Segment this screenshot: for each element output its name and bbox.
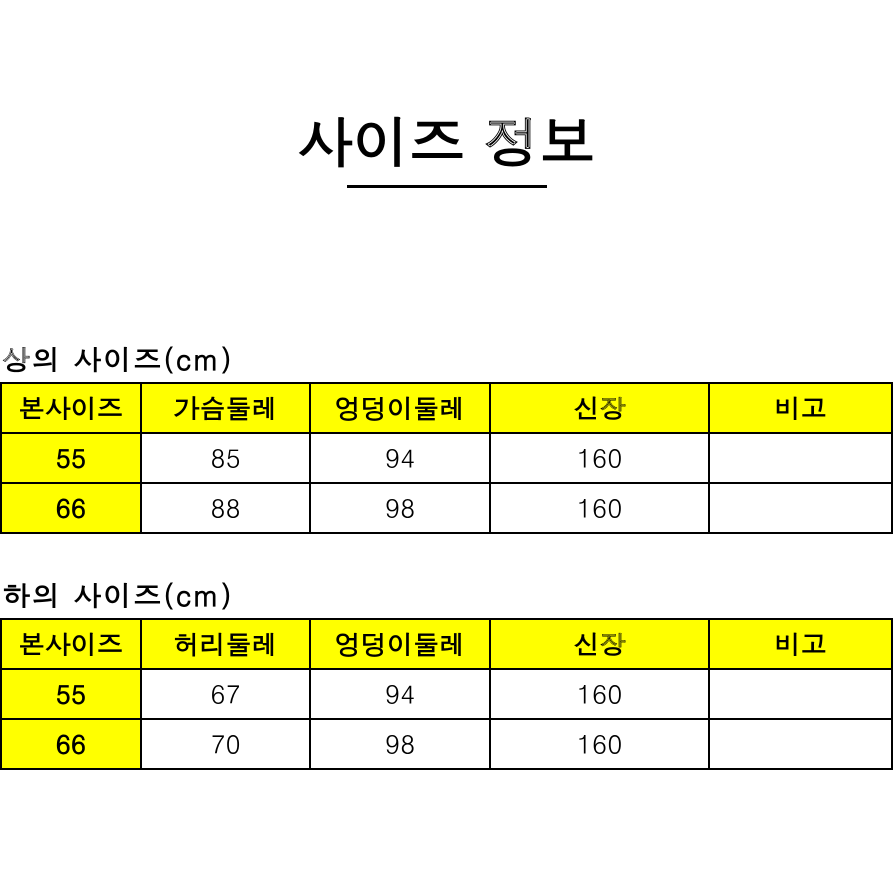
cell-size: 55 — [1, 669, 141, 719]
cell-waist: 70 — [141, 719, 311, 769]
cell-note — [709, 483, 892, 533]
cell-height: 160 — [490, 669, 710, 719]
table-row: 66 88 98 160 — [1, 483, 892, 533]
cell-note — [709, 669, 892, 719]
cell-size: 55 — [1, 433, 141, 483]
bottom-size-label: 하의 사이즈(cm) — [0, 574, 893, 614]
col-header-size: 본사이즈 — [1, 619, 141, 669]
bottom-size-table: 본사이즈 허리둘레 엉덩이둘레 신장 비고 55 67 94 160 66 70… — [0, 618, 893, 770]
title-underline — [347, 185, 547, 188]
cell-note — [709, 433, 892, 483]
cell-chest: 88 — [141, 483, 311, 533]
col-header-height: 신장 — [490, 383, 710, 433]
table-header-row: 본사이즈 허리둘레 엉덩이둘레 신장 비고 — [1, 619, 892, 669]
col-header-height: 신장 — [490, 619, 710, 669]
top-size-section: 상의 사이즈(cm) 본사이즈 가슴둘레 엉덩이둘레 신장 비고 55 85 9… — [0, 338, 893, 534]
cell-size: 66 — [1, 719, 141, 769]
col-header-chest: 가슴둘레 — [141, 383, 311, 433]
top-size-table: 본사이즈 가슴둘레 엉덩이둘레 신장 비고 55 85 94 160 66 88… — [0, 382, 893, 534]
bottom-size-section: 하의 사이즈(cm) 본사이즈 허리둘레 엉덩이둘레 신장 비고 55 67 9… — [0, 574, 893, 770]
cell-hip: 98 — [310, 483, 490, 533]
title-section: 사이즈 정보 — [0, 100, 893, 188]
col-header-hip: 엉덩이둘레 — [310, 619, 490, 669]
cell-height: 160 — [490, 433, 710, 483]
col-header-size: 본사이즈 — [1, 383, 141, 433]
table-header-row: 본사이즈 가슴둘레 엉덩이둘레 신장 비고 — [1, 383, 892, 433]
col-header-note: 비고 — [709, 383, 892, 433]
page-title: 사이즈 정보 — [297, 100, 596, 185]
table-row: 55 85 94 160 — [1, 433, 892, 483]
cell-hip: 94 — [310, 669, 490, 719]
cell-note — [709, 719, 892, 769]
cell-waist: 67 — [141, 669, 311, 719]
col-header-note: 비고 — [709, 619, 892, 669]
cell-hip: 94 — [310, 433, 490, 483]
table-row: 55 67 94 160 — [1, 669, 892, 719]
cell-chest: 85 — [141, 433, 311, 483]
cell-size: 66 — [1, 483, 141, 533]
top-size-label: 상의 사이즈(cm) — [0, 338, 893, 378]
col-header-hip: 엉덩이둘레 — [310, 383, 490, 433]
table-row: 66 70 98 160 — [1, 719, 892, 769]
col-header-waist: 허리둘레 — [141, 619, 311, 669]
cell-hip: 98 — [310, 719, 490, 769]
cell-height: 160 — [490, 483, 710, 533]
cell-height: 160 — [490, 719, 710, 769]
